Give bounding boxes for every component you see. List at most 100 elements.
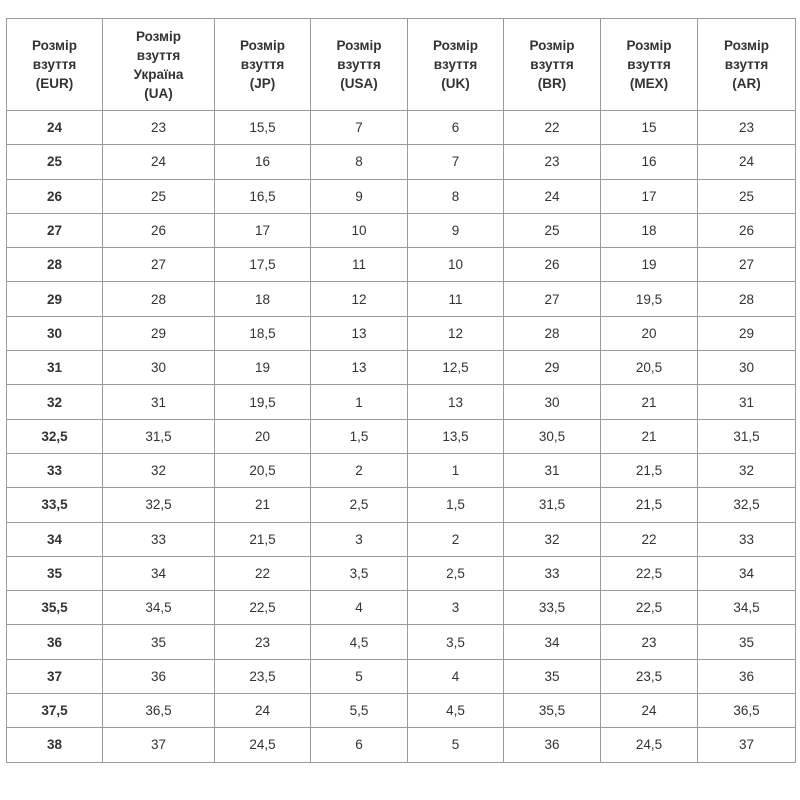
size-cell: 23,5 [214,658,311,695]
size-cell: 6 [407,109,504,146]
table-row: 27 26 17 10 9 25 18 26 [6,212,796,249]
size-cell: 12,5 [407,350,504,386]
size-cell: 17 [600,178,698,214]
eur-size-cell: 26 [6,178,103,214]
size-cell: 36 [102,658,215,695]
column-header: Розмір взуття (UK) [407,18,504,111]
header-line: взуття [136,47,181,63]
header-line: (AR) [732,76,761,91]
size-cell: 16,5 [214,178,311,214]
size-cell: 22,5 [214,590,311,626]
header-line: (UA) [144,85,173,101]
size-cell: 28 [697,281,796,317]
header-line: (BR) [537,76,567,91]
eur-size-cell: 27 [6,212,103,249]
size-cell: 8 [310,144,408,180]
table-row: 35 34 22 3,5 2,5 33 22,5 34 [6,555,796,592]
size-cell: 24,5 [214,727,311,763]
size-cell: 24 [600,693,698,729]
size-cell: 23 [102,109,215,146]
size-cell: 32 [102,452,215,489]
table-row: 38 37 24,5 6 5 36 24,5 37 [6,727,796,763]
size-cell: 17 [214,212,311,249]
size-cell: 3 [407,590,504,626]
eur-size-cell: 32,5 [6,418,103,454]
size-cell: 25 [102,178,215,214]
header-line: Розмір [336,38,382,53]
size-cell: 23 [697,109,796,146]
size-cell: 20,5 [600,350,698,386]
size-cell: 13 [407,384,504,420]
size-cell: 34,5 [697,590,796,626]
eur-size-cell: 37,5 [6,693,103,729]
size-cell: 21 [214,487,311,523]
size-cell: 18,5 [214,315,311,352]
size-cell: 13 [310,350,408,386]
size-cell: 31,5 [503,487,601,523]
eur-size-cell: 36 [6,624,103,660]
size-cell: 3,5 [407,624,504,660]
size-cell: 12 [310,281,408,317]
size-cell: 1,5 [310,418,408,454]
size-cell: 30 [697,350,796,386]
column-header: Розмір взуття (JP) [214,18,311,111]
eur-size-cell: 37 [6,658,103,695]
size-cell: 21,5 [214,521,311,557]
table-row: 24 23 15,5 7 6 22 15 23 [6,109,796,146]
size-cell: 31 [102,384,215,420]
eur-size-cell: 34 [6,521,103,557]
size-cell: 17,5 [214,247,311,283]
size-cell: 9 [407,212,504,249]
size-cell: 23,5 [600,658,698,695]
table-row: 28 27 17,5 11 10 26 19 27 [6,247,796,283]
table-row: 33,5 32,5 21 2,5 1,5 31,5 21,5 32,5 [6,487,796,523]
size-cell: 15 [600,109,698,146]
size-cell: 25 [697,178,796,214]
size-cell: 13 [310,315,408,352]
eur-size-cell: 24 [6,109,103,146]
shoe-size-table: Розмір взуття (EUR) Розмір взуття Україна (UA)… [6,18,796,763]
header-line: (USA) [340,76,378,91]
size-cell: 32 [697,452,796,489]
size-cell: 28 [503,315,601,352]
size-cell: 35 [503,658,601,695]
header-line: взуття [32,57,77,72]
header-line: (MEX) [629,76,669,91]
size-cell: 5 [407,727,504,763]
eur-size-cell: 35 [6,555,103,592]
size-cell: 1,5 [407,487,504,523]
size-cell: 35,5 [503,693,601,729]
table-row: 31 30 19 13 12,5 29 20,5 30 [6,350,796,386]
header-line: взуття [240,57,285,72]
table-row: 29 28 18 12 11 27 19,5 28 [6,281,796,317]
size-cell: 34,5 [102,590,215,626]
size-cell: 24 [503,178,601,214]
size-cell: 31 [697,384,796,420]
size-cell: 26 [102,212,215,249]
eur-size-cell: 25 [6,144,103,180]
size-cell: 22,5 [600,555,698,592]
table-row: 36 35 23 4,5 3,5 34 23 35 [6,624,796,660]
eur-size-cell: 35,5 [6,590,103,626]
size-cell: 35 [102,624,215,660]
size-cell: 35 [697,624,796,660]
size-cell: 2,5 [407,555,504,592]
size-cell: 9 [310,178,408,214]
size-cell: 6 [310,727,408,763]
size-cell: 29 [102,315,215,352]
size-cell: 37 [102,727,215,763]
size-cell: 5 [310,658,408,695]
size-cell: 1 [310,384,408,420]
size-cell: 36,5 [697,693,796,729]
eur-size-cell: 29 [6,281,103,317]
size-cell: 24 [102,144,215,180]
size-cell: 20,5 [214,452,311,489]
size-cell: 29 [697,315,796,352]
size-cell: 20 [600,315,698,352]
size-cell: 4 [407,658,504,695]
eur-size-cell: 28 [6,247,103,283]
table-row: 25 24 16 8 7 23 16 24 [6,144,796,180]
header-line: взуття [433,57,478,72]
header-line: Розмір [626,38,672,53]
size-cell: 19 [214,350,311,386]
